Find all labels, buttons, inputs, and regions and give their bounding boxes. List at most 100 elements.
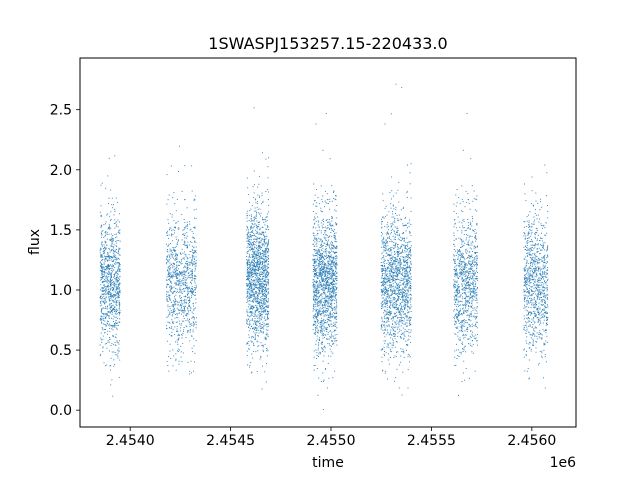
data-point	[331, 286, 333, 288]
data-point	[169, 255, 171, 257]
data-point	[331, 323, 333, 325]
data-point	[334, 240, 336, 242]
data-point	[165, 258, 167, 260]
data-point	[171, 287, 173, 289]
data-point	[102, 318, 104, 320]
data-point	[323, 264, 325, 266]
data-point	[267, 241, 269, 243]
data-point	[99, 305, 101, 307]
data-point	[166, 262, 167, 264]
data-point	[390, 248, 391, 250]
data-point	[119, 321, 121, 323]
data-point	[100, 205, 102, 207]
data-point	[335, 199, 337, 201]
data-point	[247, 300, 249, 302]
data-point	[327, 271, 329, 273]
data-point	[400, 284, 402, 286]
data-point	[189, 223, 191, 225]
data-point	[246, 217, 248, 219]
data-point	[165, 263, 167, 265]
data-point	[331, 185, 333, 187]
data-point	[166, 255, 168, 257]
data-point	[101, 272, 103, 274]
data-point	[262, 326, 264, 328]
data-point	[259, 263, 261, 265]
data-point	[329, 282, 331, 284]
data-point	[188, 321, 190, 323]
data-point	[256, 215, 258, 217]
data-point	[108, 268, 110, 269]
data-point	[260, 328, 262, 329]
data-point	[408, 324, 410, 326]
data-point	[315, 302, 317, 304]
data-point	[315, 220, 317, 222]
data-point	[193, 345, 195, 347]
data-point	[101, 316, 103, 318]
data-point	[318, 282, 320, 284]
data-point	[317, 277, 318, 279]
data-point	[191, 190, 193, 192]
data-point	[324, 305, 326, 307]
data-point	[255, 268, 257, 270]
data-point	[250, 296, 251, 298]
data-point	[252, 254, 254, 256]
data-point	[265, 256, 266, 258]
data-point	[262, 286, 264, 288]
data-point	[322, 257, 324, 259]
data-point	[186, 207, 188, 209]
data-point	[324, 249, 326, 251]
data-point	[118, 314, 120, 316]
data-point	[106, 289, 108, 291]
data-point	[102, 290, 104, 292]
data-point	[166, 327, 167, 329]
data-point	[167, 291, 169, 293]
data-point	[250, 268, 251, 270]
data-point	[170, 335, 172, 337]
data-point	[115, 271, 117, 273]
data-point	[319, 307, 321, 309]
data-point	[112, 260, 114, 262]
data-point	[260, 283, 262, 285]
data-point	[118, 269, 120, 271]
data-point	[247, 297, 249, 299]
data-point	[111, 241, 113, 243]
data-point	[253, 227, 255, 229]
data-point	[259, 324, 261, 326]
data-point	[324, 251, 326, 253]
data-point	[194, 263, 196, 265]
data-point	[101, 312, 103, 314]
data-point	[250, 231, 252, 233]
data-point	[399, 319, 400, 321]
data-point	[334, 286, 336, 288]
data-point	[266, 219, 268, 221]
data-point	[262, 254, 264, 256]
data-point	[334, 299, 336, 301]
data-point	[172, 274, 174, 276]
data-point	[100, 289, 101, 291]
data-point	[264, 319, 266, 321]
data-point	[319, 275, 321, 277]
data-point	[253, 342, 255, 344]
data-point	[329, 285, 331, 287]
data-point	[110, 274, 112, 275]
data-point	[111, 264, 113, 266]
data-point	[336, 256, 338, 258]
data-point	[261, 287, 263, 289]
data-point	[181, 309, 183, 311]
data-point	[180, 300, 182, 301]
data-point	[171, 255, 173, 257]
data-point	[110, 233, 112, 235]
data-point	[172, 328, 174, 330]
data-point	[329, 256, 330, 258]
data-point	[404, 240, 405, 242]
data-point	[333, 311, 335, 313]
data-point	[193, 278, 195, 279]
data-point	[107, 267, 109, 269]
data-point	[382, 233, 383, 235]
data-point	[255, 291, 256, 292]
data-point	[258, 288, 260, 290]
data-point	[253, 268, 255, 270]
data-point	[259, 274, 261, 275]
data-point	[253, 298, 255, 300]
data-point	[188, 306, 190, 308]
